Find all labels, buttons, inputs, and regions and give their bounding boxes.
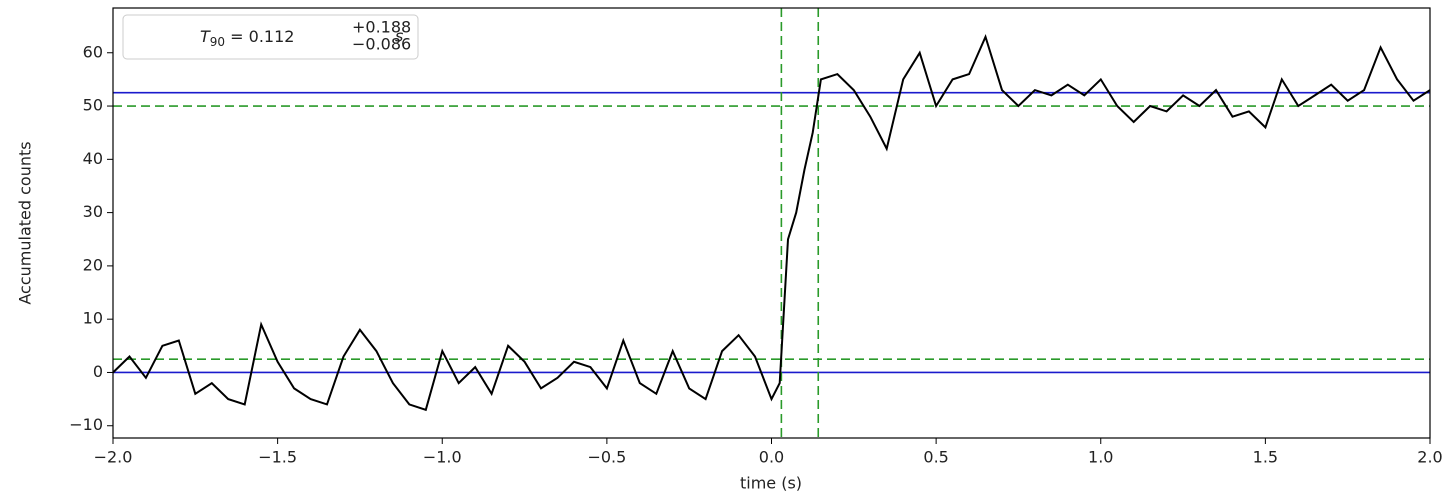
x-axis-label: time (s) xyxy=(740,474,802,493)
legend-low: −0.086 xyxy=(352,35,411,54)
y-tick-label: 0 xyxy=(93,362,103,381)
legend-sup: +0.188 xyxy=(352,18,411,37)
y-tick-label: 20 xyxy=(83,255,103,274)
x-tick-label: 0.5 xyxy=(923,448,948,467)
y-tick-label: 40 xyxy=(83,149,103,168)
legend-part: 90 xyxy=(210,35,225,49)
y-tick-label: 50 xyxy=(83,96,103,115)
x-tick-label: −1.5 xyxy=(258,448,297,467)
x-tick-label: 1.5 xyxy=(1253,448,1278,467)
x-tick-label: −1.0 xyxy=(423,448,462,467)
y-tick-label: 30 xyxy=(83,202,103,221)
legend-label: T90 = 0.112 xyxy=(200,27,294,49)
x-tick-label: 1.0 xyxy=(1088,448,1113,467)
y-tick-label: −10 xyxy=(69,415,103,434)
data-line xyxy=(112,33,1431,412)
legend-box xyxy=(122,14,419,60)
y-axis-label: Accumulated counts xyxy=(16,141,35,304)
x-tick-label: −2.0 xyxy=(94,448,133,467)
y-tick-label: 60 xyxy=(83,42,103,61)
x-tick-label: 0.0 xyxy=(759,448,784,467)
x-tick-label: −0.5 xyxy=(587,448,626,467)
legend-part: T xyxy=(200,27,211,46)
plot-frame xyxy=(112,7,1431,439)
legend-part: = 0.112 xyxy=(225,27,294,46)
legend-unit: s xyxy=(395,27,403,46)
y-tick-label: 10 xyxy=(83,309,103,328)
x-tick-label: 2.0 xyxy=(1417,448,1442,467)
